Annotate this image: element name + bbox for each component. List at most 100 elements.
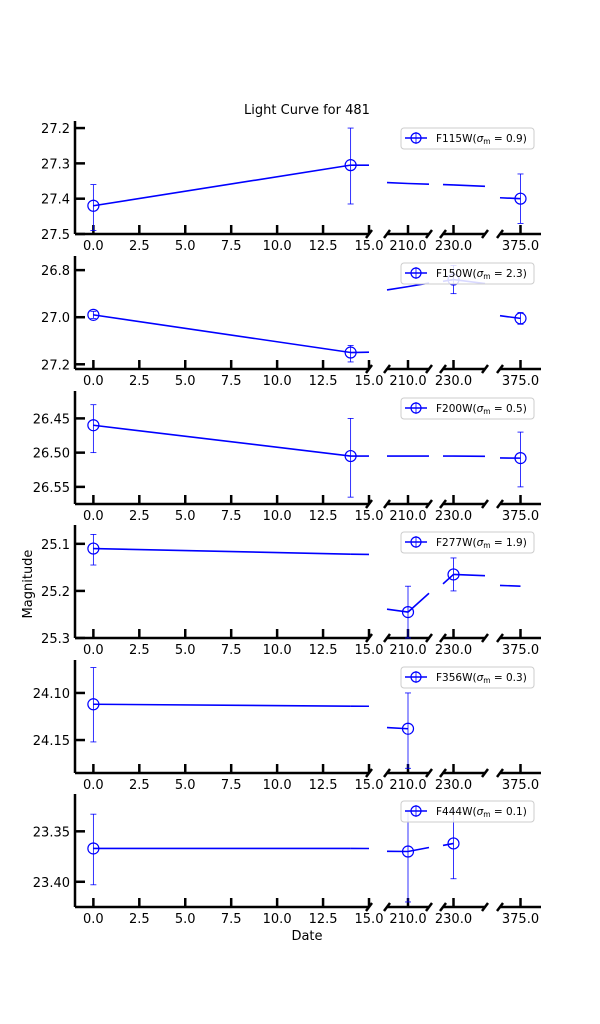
- series-line: [93, 425, 350, 456]
- y-tick-label: 27.2: [41, 358, 70, 373]
- x-tick-label: 7.5: [221, 239, 242, 254]
- series-line: [408, 184, 429, 185]
- series-line: [93, 549, 350, 555]
- x-tick-label: 0.0: [83, 643, 104, 658]
- x-tick-label: 12.5: [309, 374, 338, 389]
- y-tick-label: 26.8: [41, 264, 70, 279]
- y-tick-label: 24.15: [33, 734, 70, 749]
- y-tick-label: 26.45: [33, 412, 70, 427]
- series-line: [93, 704, 350, 706]
- x-tick-label: 2.5: [129, 374, 150, 389]
- x-tick-label: 5.0: [175, 778, 196, 793]
- x-tick-label: 0.0: [83, 912, 104, 927]
- series-line: [500, 316, 521, 319]
- x-axis-label: Date: [291, 929, 322, 944]
- x-tick-label: 0.0: [83, 509, 104, 524]
- chart-title: Light Curve for 481: [244, 103, 370, 118]
- x-tick-label: 2.5: [129, 239, 150, 254]
- series-line: [500, 585, 521, 586]
- x-tick-label: 15.0: [355, 509, 384, 524]
- x-tick-label: 375.0: [502, 374, 539, 389]
- y-tick-label: 24.10: [33, 687, 70, 702]
- panel-f356w: 24.10 24.15 0.0 2.5 5.0 7.5 10.0 12.5 15.0 210.0 2…: [33, 660, 541, 793]
- series-line: [93, 165, 350, 206]
- series-line: [387, 287, 408, 290]
- x-tick-label: 2.5: [129, 912, 150, 927]
- x-tick-label: 230.0: [435, 239, 472, 254]
- x-tick-label: 7.5: [221, 374, 242, 389]
- x-tick-label: 12.5: [309, 643, 338, 658]
- series-line: [500, 198, 521, 199]
- x-tick-label: 15.0: [355, 912, 384, 927]
- x-tick-label: 12.5: [309, 912, 338, 927]
- y-tick-label: 27.4: [41, 193, 70, 208]
- x-tick-label: 210.0: [389, 509, 426, 524]
- x-tick-label: 10.0: [263, 778, 292, 793]
- series-line: [387, 728, 408, 729]
- x-tick-label: 7.5: [221, 643, 242, 658]
- x-tick-label: 375.0: [502, 239, 539, 254]
- x-tick-label: 10.0: [263, 912, 292, 927]
- y-tick-label: 25.3: [41, 632, 70, 647]
- x-tick-label: 230.0: [435, 374, 472, 389]
- x-tick-label: 210.0: [389, 643, 426, 658]
- x-tick-label: 7.5: [221, 509, 242, 524]
- x-tick-label: 10.0: [263, 239, 292, 254]
- legend-label: F277W(σm = 1.9): [436, 537, 527, 550]
- x-tick-label: 5.0: [175, 643, 196, 658]
- x-tick-label: 10.0: [263, 509, 292, 524]
- x-tick-label: 7.5: [221, 778, 242, 793]
- x-tick-label: 210.0: [389, 374, 426, 389]
- x-tick-label: 7.5: [221, 912, 242, 927]
- legend-label: F200W(σm = 0.5): [436, 403, 527, 416]
- legend-label: F150W(σm = 2.3): [436, 268, 527, 281]
- y-tick-label: 27.3: [41, 157, 70, 172]
- x-tick-label: 230.0: [435, 643, 472, 658]
- x-tick-label: 2.5: [129, 643, 150, 658]
- panel-f200w: 26.45 26.50 26.55 0.0 2.5 5.0 7.5 10.0 12.5 15.0 2…: [33, 391, 541, 524]
- x-tick-label: 12.5: [309, 509, 338, 524]
- y-tick-label: 23.40: [33, 876, 70, 891]
- x-tick-label: 210.0: [389, 912, 426, 927]
- x-tick-label: 15.0: [355, 778, 384, 793]
- x-tick-label: 5.0: [175, 509, 196, 524]
- x-tick-label: 230.0: [435, 778, 472, 793]
- series-line: [93, 315, 350, 353]
- legend-label: F356W(σm = 0.3): [436, 672, 527, 685]
- x-tick-label: 0.0: [83, 374, 104, 389]
- y-tick-label: 27.2: [41, 122, 70, 137]
- x-tick-label: 375.0: [502, 643, 539, 658]
- x-tick-label: 230.0: [435, 912, 472, 927]
- x-tick-label: 230.0: [435, 509, 472, 524]
- x-tick-label: 12.5: [309, 239, 338, 254]
- x-tick-label: 0.0: [83, 239, 104, 254]
- series-line: [408, 593, 429, 612]
- x-tick-label: 12.5: [309, 778, 338, 793]
- y-tick-label: 25.1: [41, 538, 70, 553]
- x-tick-label: 5.0: [175, 374, 196, 389]
- x-tick-label: 2.5: [129, 778, 150, 793]
- x-tick-label: 210.0: [389, 778, 426, 793]
- legend-label: F444W(σm = 0.1): [436, 806, 527, 819]
- series-line: [387, 183, 408, 184]
- x-tick-label: 2.5: [129, 509, 150, 524]
- x-tick-label: 375.0: [502, 509, 539, 524]
- x-tick-label: 15.0: [355, 643, 384, 658]
- x-tick-label: 0.0: [83, 778, 104, 793]
- x-tick-label: 10.0: [263, 374, 292, 389]
- x-tick-label: 375.0: [502, 778, 539, 793]
- series-line: [454, 185, 486, 186]
- x-tick-label: 210.0: [389, 239, 426, 254]
- y-tick-label: 26.50: [33, 447, 70, 462]
- x-tick-label: 5.0: [175, 912, 196, 927]
- y-tick-label: 26.55: [33, 481, 70, 496]
- series-line: [454, 574, 486, 575]
- legend-label: F115W(σm = 0.9): [436, 133, 527, 146]
